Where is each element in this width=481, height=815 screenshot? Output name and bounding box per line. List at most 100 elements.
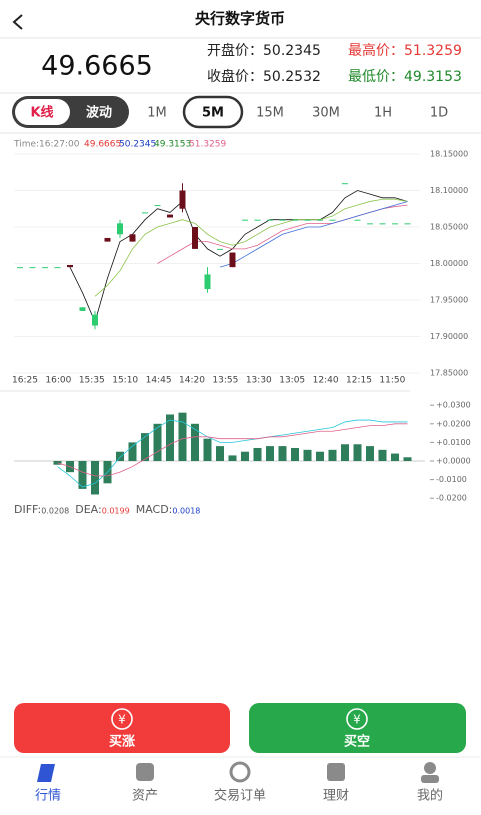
chart-info: Time:16:27:00 (13, 140, 80, 150)
macd-bar (128, 442, 137, 461)
y-tick-label: +0.0100 (436, 438, 471, 447)
y-tick-label: 17.95000 (430, 296, 468, 305)
buy-down-button[interactable] (249, 703, 466, 753)
stat-value: 50.2345 (263, 43, 321, 59)
nav-icon (424, 762, 436, 774)
x-tick-label: 15:10 (112, 376, 138, 386)
y-tick-label: 17.90000 (430, 332, 468, 341)
legend-value: 0.0018 (172, 507, 200, 516)
candle-body (279, 219, 286, 221)
candle-body (317, 219, 323, 221)
macd-bar (316, 451, 324, 461)
period-tab[interactable]: 15M (256, 106, 284, 121)
y-tick-label: +0.0200 (436, 419, 471, 428)
toggle-selected (15, 99, 70, 125)
period-tab[interactable]: 1M (147, 106, 167, 121)
indicator-line (69, 190, 408, 324)
macd-bar (203, 438, 212, 461)
button-label[interactable]: 买涨 (109, 735, 135, 750)
period-selected (182, 95, 244, 129)
x-tick-label: 12:40 (313, 376, 339, 386)
stat: 最低价：49.3153 (348, 69, 462, 85)
y-tick-label: -0.0200 (436, 494, 467, 503)
button-label[interactable]: 买空 (344, 734, 370, 750)
y-tick-label: -0.0100 (436, 475, 467, 484)
candle-body (67, 264, 73, 268)
stat: 开盘价：50.2345 (207, 42, 321, 59)
macd-bar (378, 449, 387, 461)
macd-bar (216, 446, 224, 461)
candle-body (379, 223, 386, 225)
candle-body (304, 219, 311, 221)
info-value: 51.3259 (189, 140, 226, 150)
x-tick-label: 12:15 (346, 376, 372, 386)
period-tab[interactable]: 5M (202, 106, 224, 121)
candle-body (142, 212, 148, 214)
candle-body (392, 223, 398, 225)
nav-label[interactable]: 我的 (417, 788, 443, 804)
nav-label[interactable]: 资产 (132, 789, 158, 804)
stat-value: 51.3259 (404, 43, 462, 59)
y-tick-label: +0.0300 (436, 401, 471, 410)
candle-body (367, 223, 373, 225)
candle-body (17, 267, 23, 269)
legend-label: MACD: (136, 503, 173, 516)
candle-body (292, 219, 298, 221)
nav-label[interactable]: 行情 (35, 789, 61, 804)
toggle-option[interactable]: K线 (30, 105, 53, 121)
legend-value: 0.0199 (102, 507, 130, 516)
candle-body (254, 219, 261, 221)
macd-bar (116, 451, 124, 461)
info-value: 49.6665 (84, 140, 121, 150)
toggle-option[interactable]: 波动 (86, 105, 112, 121)
nav-label[interactable]: 交易订单 (214, 788, 266, 804)
legend-value: 0.0208 (41, 507, 69, 516)
period-tab[interactable]: 1H (374, 106, 392, 121)
x-tick-label: 13:55 (212, 376, 238, 386)
stat-value: 49.3153 (404, 69, 462, 85)
x-tick-label: 13:05 (279, 376, 305, 386)
stat-label: 收盘价： (207, 68, 263, 85)
macd-bar (178, 412, 187, 461)
page-title: 央行数字货币 (195, 10, 285, 28)
candle-body (329, 219, 336, 221)
back-button[interactable] (12, 14, 23, 30)
candle-body (267, 219, 273, 221)
nav-icon (136, 763, 154, 781)
legend-label: DEA: (75, 503, 101, 516)
y-tick-label: 18.00000 (430, 259, 468, 268)
period-tab[interactable]: 30M (312, 106, 340, 121)
buy-up-button[interactable] (14, 703, 230, 753)
candle-body (117, 223, 123, 235)
candle-body (167, 214, 173, 218)
candle-body (404, 223, 411, 225)
macd-bar (353, 444, 362, 461)
stat: 最高价：51.3259 (348, 42, 462, 59)
candle-body (54, 267, 61, 269)
macd-bar (303, 449, 312, 461)
yen-icon (346, 708, 368, 730)
candle-body (229, 252, 236, 268)
yen-icon: ¥ (353, 713, 361, 727)
x-tick-label: 14:20 (179, 376, 205, 386)
nav-icon (37, 764, 55, 782)
macd-bar (91, 461, 99, 495)
candle-body (192, 227, 198, 249)
info-value: 49.3153 (154, 140, 191, 150)
yen-icon: ¥ (118, 713, 126, 727)
candle-body (342, 183, 348, 185)
macd-bar (141, 433, 149, 461)
macd-bar (328, 449, 337, 461)
macd-bar (241, 451, 249, 461)
candle-body (42, 267, 48, 269)
nav-icon (327, 763, 345, 781)
nav-label[interactable]: 理财 (323, 789, 349, 804)
macd-bar (153, 423, 162, 461)
candle-body (242, 219, 248, 221)
candle-body (29, 267, 36, 269)
info-value: 50.2345 (119, 140, 156, 150)
stat-label: 最低价： (348, 69, 404, 85)
macd-bar (366, 446, 374, 461)
candle-body (104, 237, 111, 242)
period-tab[interactable]: 1D (430, 106, 448, 121)
